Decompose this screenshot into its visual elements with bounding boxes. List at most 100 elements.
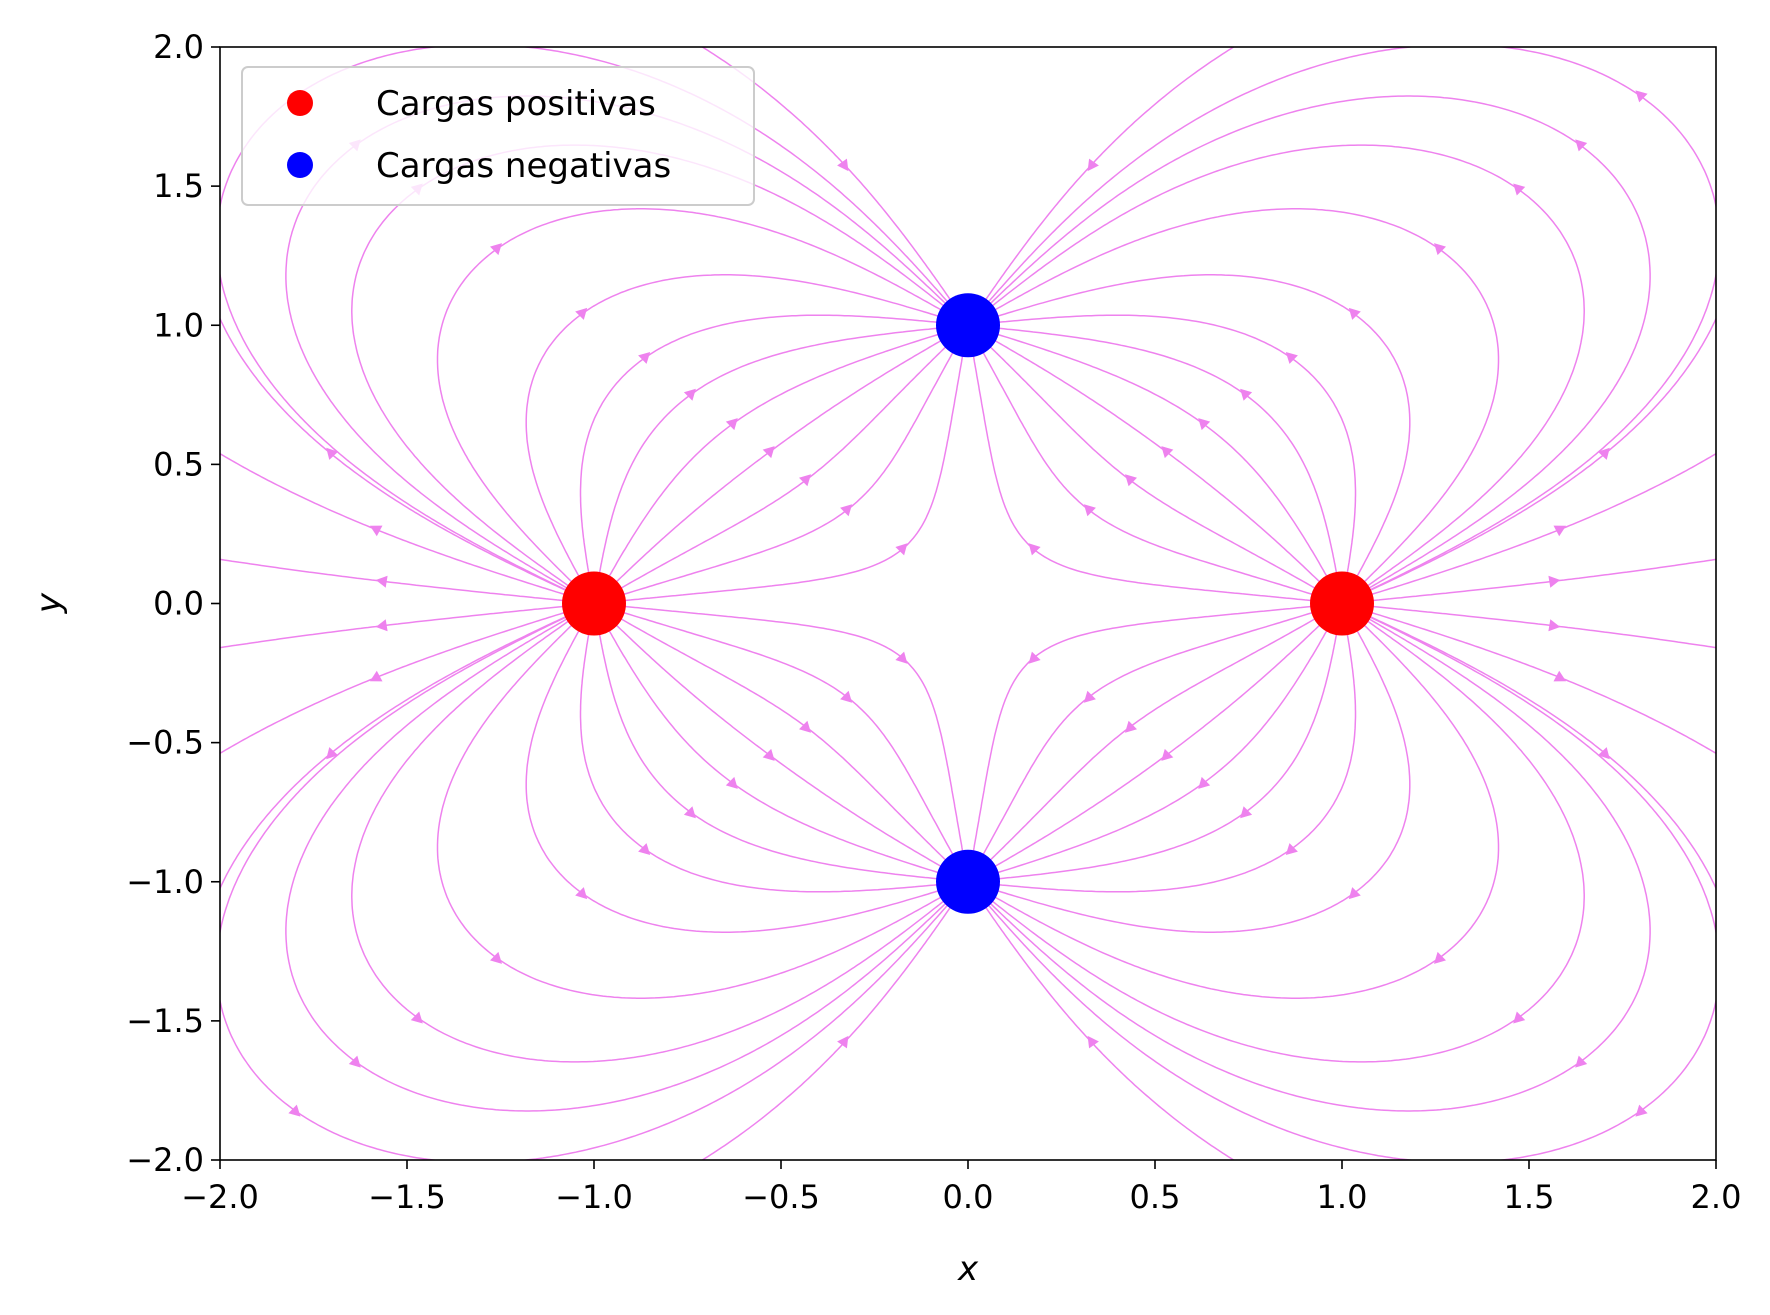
legend-label-negative: Cargas negativas <box>376 146 671 186</box>
field-arrow <box>1597 747 1610 760</box>
field-arrow <box>1198 776 1211 789</box>
field-line <box>602 332 954 596</box>
field-line <box>982 332 1334 596</box>
y-tick-label: −1.0 <box>126 863 204 901</box>
field-arrow <box>837 1035 849 1049</box>
y-tick-label: 0.0 <box>153 585 204 623</box>
field-line <box>1356 558 1716 603</box>
field-arrow <box>1125 720 1137 733</box>
negative-charge <box>936 849 1000 914</box>
y-tick-label: 0.5 <box>153 445 204 483</box>
legend: Cargas positivas Cargas negativas <box>241 66 755 206</box>
x-tick-label: −0.5 <box>742 1178 820 1216</box>
field-arrow <box>837 158 849 172</box>
plot-frame <box>219 46 1717 1161</box>
field-arrow <box>1553 670 1567 682</box>
field-line <box>982 611 1334 875</box>
y-tick-label: 2.0 <box>153 28 204 66</box>
field-arrow <box>575 887 588 900</box>
field-line <box>969 604 1328 871</box>
field-arrow <box>369 670 383 682</box>
field-line <box>978 611 1585 1063</box>
x-tick-label: −1.0 <box>555 1178 633 1216</box>
field-line <box>973 607 1329 872</box>
field-arrow <box>1198 418 1211 431</box>
legend-marker-positive <box>287 90 313 116</box>
field-arrow <box>1434 951 1446 964</box>
field-line <box>1355 452 1716 600</box>
field-line <box>607 607 963 872</box>
x-axis-label: x <box>957 1249 979 1289</box>
field-arrow <box>1635 1104 1648 1117</box>
field-line <box>976 47 1716 597</box>
field-line <box>602 611 954 875</box>
field-arrow <box>1285 352 1298 364</box>
field-lines <box>220 47 1716 1160</box>
legend-label-positive: Cargas positivas <box>376 84 656 124</box>
field-arrow <box>1575 139 1588 152</box>
field-line <box>608 336 967 603</box>
field-line <box>975 892 1236 1160</box>
field-line <box>983 613 1337 878</box>
field-arrow <box>638 352 651 364</box>
field-arrow <box>683 806 696 819</box>
y-tick-label: −2.0 <box>126 1141 204 1179</box>
field-arrow <box>369 525 383 537</box>
field-line <box>607 335 963 600</box>
y-tick-label: −1.5 <box>126 1002 204 1040</box>
field-arrow <box>1028 543 1041 556</box>
field-arrow <box>725 418 738 431</box>
positive-charge <box>1310 571 1374 636</box>
field-arrow <box>840 504 853 517</box>
field-arrow <box>490 951 502 964</box>
field-line <box>579 314 953 593</box>
field-arrow <box>638 843 651 855</box>
field-arrow <box>1083 504 1096 517</box>
field-line <box>977 609 1331 873</box>
field-arrow <box>895 651 908 664</box>
field-line <box>1356 604 1716 649</box>
charges <box>562 293 1374 914</box>
field-arrow <box>348 1055 361 1068</box>
field-arrow <box>1635 90 1648 103</box>
field-arrow <box>326 447 339 460</box>
field-arrow <box>1553 525 1567 537</box>
x-tick-label: −1.5 <box>368 1178 446 1216</box>
y-axis-label: y <box>29 592 69 614</box>
field-arrow <box>1087 158 1099 172</box>
field-line <box>285 609 959 1112</box>
field-line <box>983 614 1357 893</box>
x-tick-label: 1.0 <box>1317 1178 1368 1216</box>
field-line <box>220 604 580 649</box>
field-arrow <box>1087 1035 1099 1049</box>
field-line <box>977 334 1331 598</box>
x-tick-label: 0.5 <box>1130 1178 1181 1216</box>
field-arrow <box>1348 307 1361 320</box>
field-arrow <box>1548 619 1561 632</box>
field-line <box>605 334 959 598</box>
field-line <box>982 611 1500 999</box>
field-arrow <box>1513 183 1526 196</box>
field-line <box>220 316 580 598</box>
field-arrow <box>1513 1011 1526 1024</box>
field-line <box>983 314 1357 593</box>
field-line <box>973 335 1329 600</box>
field-arrow <box>1548 575 1561 588</box>
legend-marker-negative <box>287 152 313 178</box>
field-line <box>525 274 953 594</box>
field-line <box>220 609 580 891</box>
field-line <box>983 274 1411 594</box>
field-line <box>983 613 1411 933</box>
y-tick-label: 1.0 <box>153 306 204 344</box>
field-arrow <box>1597 447 1610 460</box>
field-line <box>605 609 959 873</box>
field-arrow <box>1240 806 1253 819</box>
x-tick-label: 0.0 <box>943 1178 994 1216</box>
field-arrow <box>575 307 588 320</box>
field-line <box>969 336 1328 603</box>
field-arrow <box>288 1104 301 1117</box>
x-tick-label: 2.0 <box>1691 1178 1742 1216</box>
x-tick-label: −2.0 <box>181 1178 259 1216</box>
field-line <box>608 604 967 871</box>
field-arrow <box>375 575 388 588</box>
